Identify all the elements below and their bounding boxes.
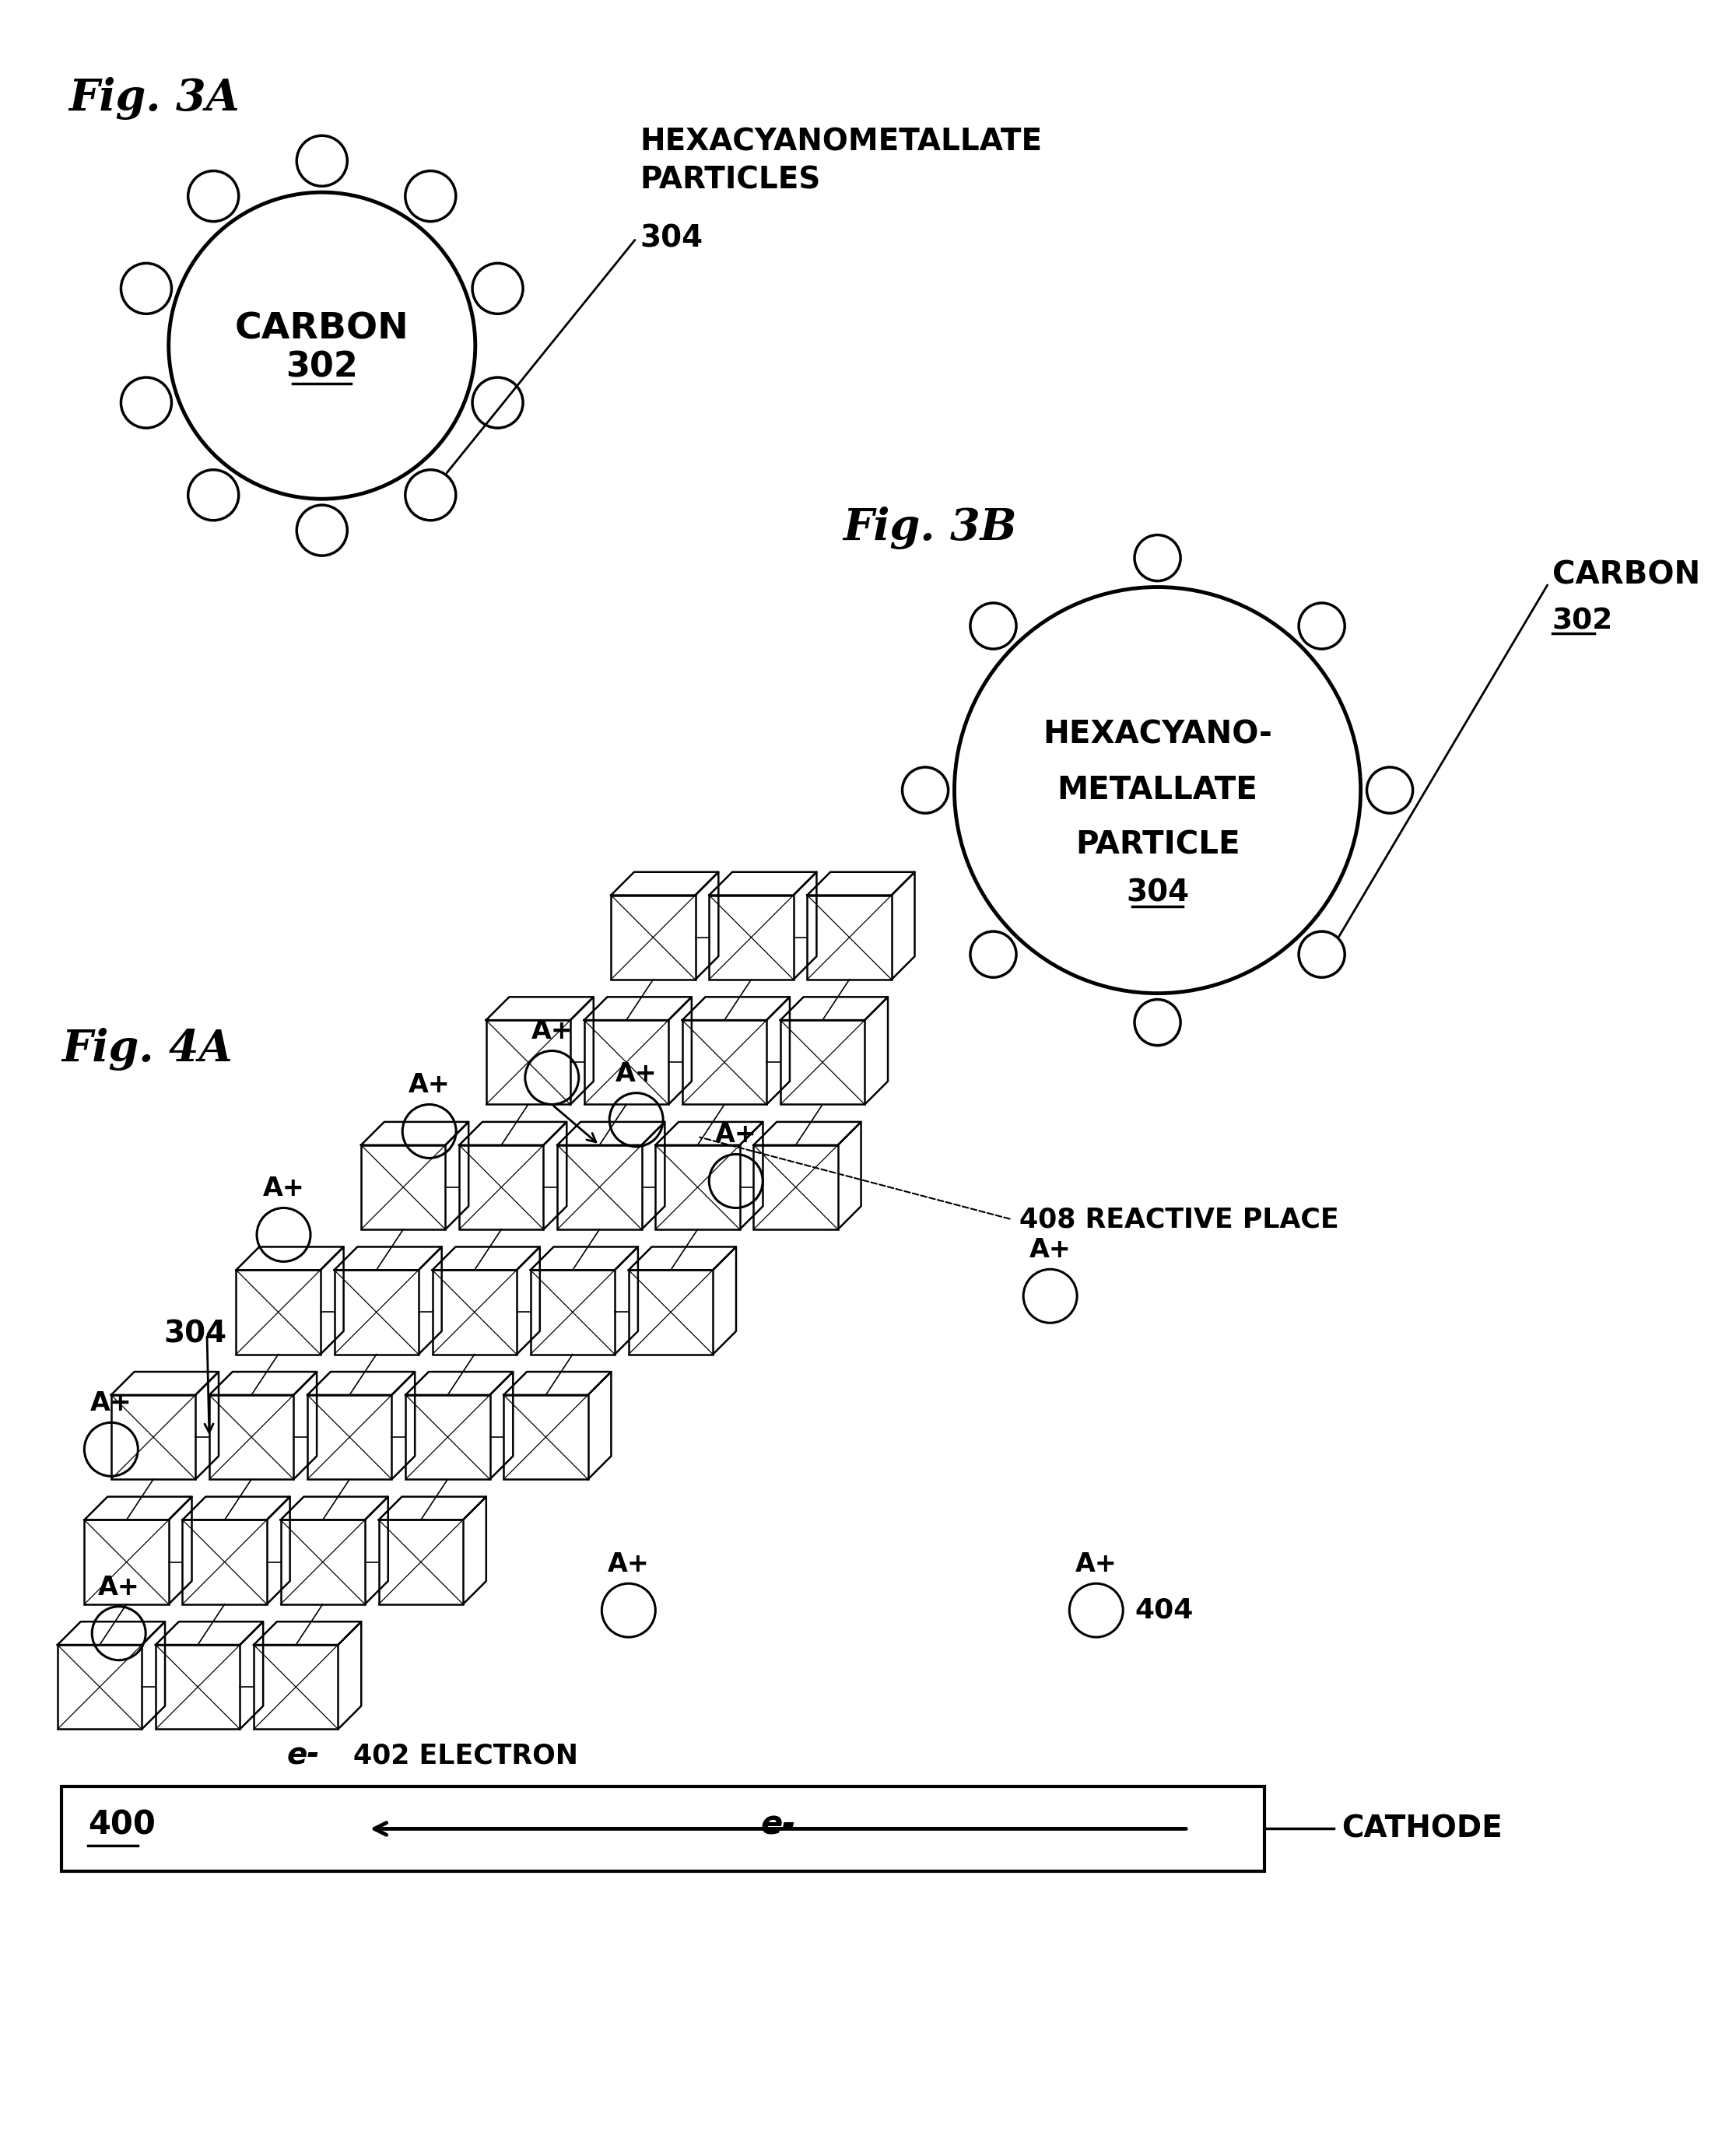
Text: A+: A+ bbox=[716, 1123, 757, 1147]
Text: A+: A+ bbox=[531, 1020, 572, 1044]
Text: Fig. 3B: Fig. 3B bbox=[844, 507, 1017, 550]
Text: PARTICLE: PARTICLE bbox=[1075, 830, 1240, 860]
Text: 304: 304 bbox=[1126, 877, 1190, 908]
Text: e-: e- bbox=[287, 1742, 320, 1770]
Text: HEXACYANOMETALLATE: HEXACYANOMETALLATE bbox=[640, 127, 1043, 157]
Text: A+: A+ bbox=[1029, 1238, 1070, 1263]
Text: e-: e- bbox=[761, 1809, 795, 1841]
Text: A+: A+ bbox=[1075, 1552, 1117, 1578]
Text: A+: A+ bbox=[408, 1072, 450, 1097]
Text: A+: A+ bbox=[90, 1391, 131, 1416]
Text: CARBON: CARBON bbox=[235, 310, 410, 347]
Text: A+: A+ bbox=[263, 1175, 304, 1201]
Text: PARTICLES: PARTICLES bbox=[640, 166, 821, 194]
Text: A+: A+ bbox=[607, 1552, 650, 1578]
Text: 400: 400 bbox=[88, 1809, 156, 1841]
Text: A+: A+ bbox=[616, 1061, 657, 1087]
Text: A+: A+ bbox=[99, 1574, 140, 1600]
Text: Fig. 3A: Fig. 3A bbox=[69, 78, 240, 121]
Text: 304: 304 bbox=[640, 224, 704, 252]
Text: CARBON: CARBON bbox=[1553, 561, 1700, 591]
Bar bbox=[61, 1787, 1266, 1871]
Text: 402 ELECTRON: 402 ELECTRON bbox=[353, 1742, 577, 1770]
Text: 408 REACTIVE PLACE: 408 REACTIVE PLACE bbox=[1020, 1205, 1338, 1233]
Text: 302: 302 bbox=[1553, 608, 1613, 636]
Text: 302: 302 bbox=[285, 349, 358, 384]
Text: CATHODE: CATHODE bbox=[1342, 1813, 1503, 1843]
Text: Fig. 4A: Fig. 4A bbox=[61, 1028, 232, 1072]
Text: METALLATE: METALLATE bbox=[1056, 774, 1259, 806]
Text: 304: 304 bbox=[164, 1319, 226, 1350]
Text: HEXACYANO-: HEXACYANO- bbox=[1043, 720, 1273, 750]
Text: 404: 404 bbox=[1134, 1598, 1193, 1623]
